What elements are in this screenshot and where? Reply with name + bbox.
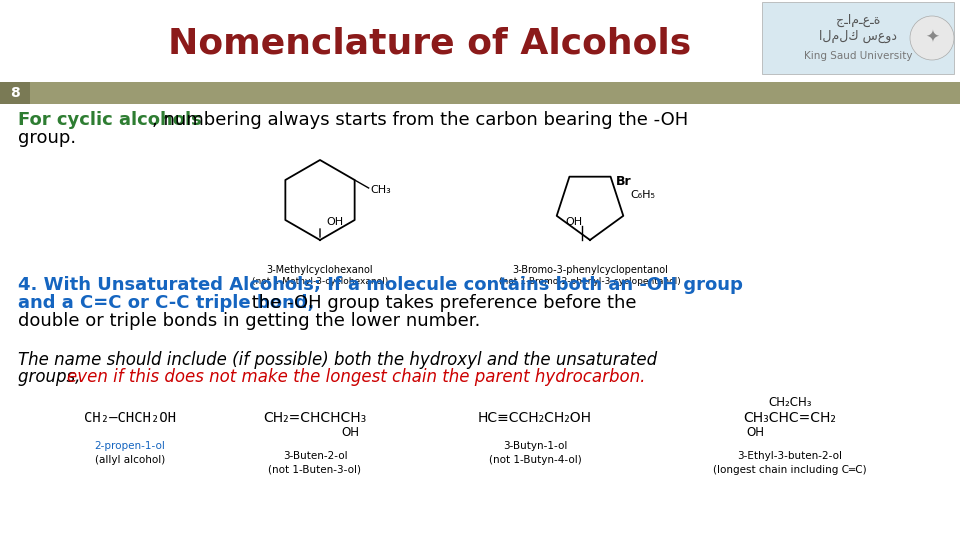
Text: , numbering always starts from the carbon bearing the -OH: , numbering always starts from the carbo… xyxy=(152,111,688,129)
Text: الملك سعود: الملك سعود xyxy=(819,29,897,43)
Text: OH: OH xyxy=(326,217,343,227)
Text: جـامـعـة: جـامـعـة xyxy=(836,14,880,26)
Text: 3-Methylcyclohexanol: 3-Methylcyclohexanol xyxy=(267,265,373,275)
Text: (longest chain including C═C): (longest chain including C═C) xyxy=(713,465,867,475)
Text: the -OH group takes preference before the: the -OH group takes preference before th… xyxy=(246,294,636,312)
Text: CH₂—CHCH₂OH: CH₂—CHCH₂OH xyxy=(84,411,176,425)
Text: 3-Bromo-3-phenylcyclopentanol: 3-Bromo-3-phenylcyclopentanol xyxy=(512,265,668,275)
Text: 2-propen-1-ol: 2-propen-1-ol xyxy=(95,441,165,451)
Text: For cyclic alcohols: For cyclic alcohols xyxy=(18,111,202,129)
Text: groups,: groups, xyxy=(18,368,85,386)
Text: and a C=C or C-C triple bond,: and a C=C or C-C triple bond, xyxy=(18,294,314,312)
Text: Br: Br xyxy=(615,175,631,188)
Text: 3-Butyn-1-ol: 3-Butyn-1-ol xyxy=(503,441,567,451)
Text: 3-Buten-2-ol: 3-Buten-2-ol xyxy=(282,451,348,461)
Text: (not 1-Methyl-3-cyclohexanol): (not 1-Methyl-3-cyclohexanol) xyxy=(252,278,388,287)
Text: even if this does not make the longest chain the parent hydrocarbon.: even if this does not make the longest c… xyxy=(67,368,645,386)
Text: ✦: ✦ xyxy=(925,29,939,47)
Text: C₆H₅: C₆H₅ xyxy=(630,190,655,200)
Text: Nomenclature of Alcohols: Nomenclature of Alcohols xyxy=(168,27,691,61)
FancyBboxPatch shape xyxy=(0,82,960,104)
Text: CH₂=CHCHCH₃: CH₂=CHCHCH₃ xyxy=(263,411,367,425)
Text: (allyl alcohol): (allyl alcohol) xyxy=(95,455,165,465)
Text: OH: OH xyxy=(565,217,583,227)
Text: 8: 8 xyxy=(11,86,20,100)
Text: CH₂CH₃: CH₂CH₃ xyxy=(768,395,812,408)
Text: (not 1-Buten-3-ol): (not 1-Buten-3-ol) xyxy=(269,465,362,475)
Text: 3-Ethyl-3-buten-2-ol: 3-Ethyl-3-buten-2-ol xyxy=(737,451,843,461)
Text: (not 1-Bromo-2-phenyl-3-cyclopentanol): (not 1-Bromo-2-phenyl-3-cyclopentanol) xyxy=(499,278,681,287)
Text: (not 1-Butyn-4-ol): (not 1-Butyn-4-ol) xyxy=(489,455,582,465)
FancyBboxPatch shape xyxy=(762,2,954,74)
Circle shape xyxy=(910,16,954,60)
Text: group.: group. xyxy=(18,129,76,147)
Text: OH: OH xyxy=(341,426,359,438)
Text: 4. With Unsaturated Alcohols; If a molecule contains both an -OH group: 4. With Unsaturated Alcohols; If a molec… xyxy=(18,276,743,294)
Text: HC≡CCH₂CH₂OH: HC≡CCH₂CH₂OH xyxy=(478,411,592,425)
Text: The name should include (if possible) both the hydroxyl and the unsaturated: The name should include (if possible) bo… xyxy=(18,351,658,369)
Text: CH₃: CH₃ xyxy=(371,185,392,195)
Text: double or triple bonds in getting the lower number.: double or triple bonds in getting the lo… xyxy=(18,312,480,330)
Text: King Saud University: King Saud University xyxy=(804,51,912,61)
Text: CH₃CHC=CH₂: CH₃CHC=CH₂ xyxy=(744,411,836,425)
Text: OH: OH xyxy=(746,426,764,438)
FancyBboxPatch shape xyxy=(0,82,30,104)
